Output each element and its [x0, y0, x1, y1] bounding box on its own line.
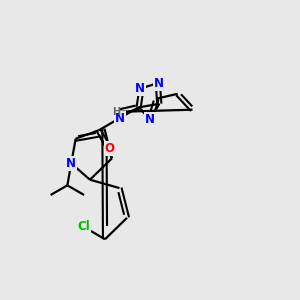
Text: N: N	[135, 82, 145, 94]
Text: N: N	[154, 77, 164, 90]
Text: N: N	[66, 157, 76, 170]
Text: N: N	[115, 112, 125, 125]
Text: N: N	[145, 113, 155, 126]
Text: O: O	[105, 142, 115, 155]
Text: Cl: Cl	[77, 220, 90, 233]
Text: H: H	[112, 106, 120, 117]
